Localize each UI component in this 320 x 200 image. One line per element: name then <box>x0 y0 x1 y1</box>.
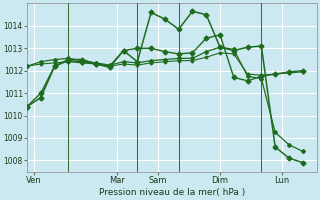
X-axis label: Pression niveau de la mer( hPa ): Pression niveau de la mer( hPa ) <box>99 188 245 197</box>
